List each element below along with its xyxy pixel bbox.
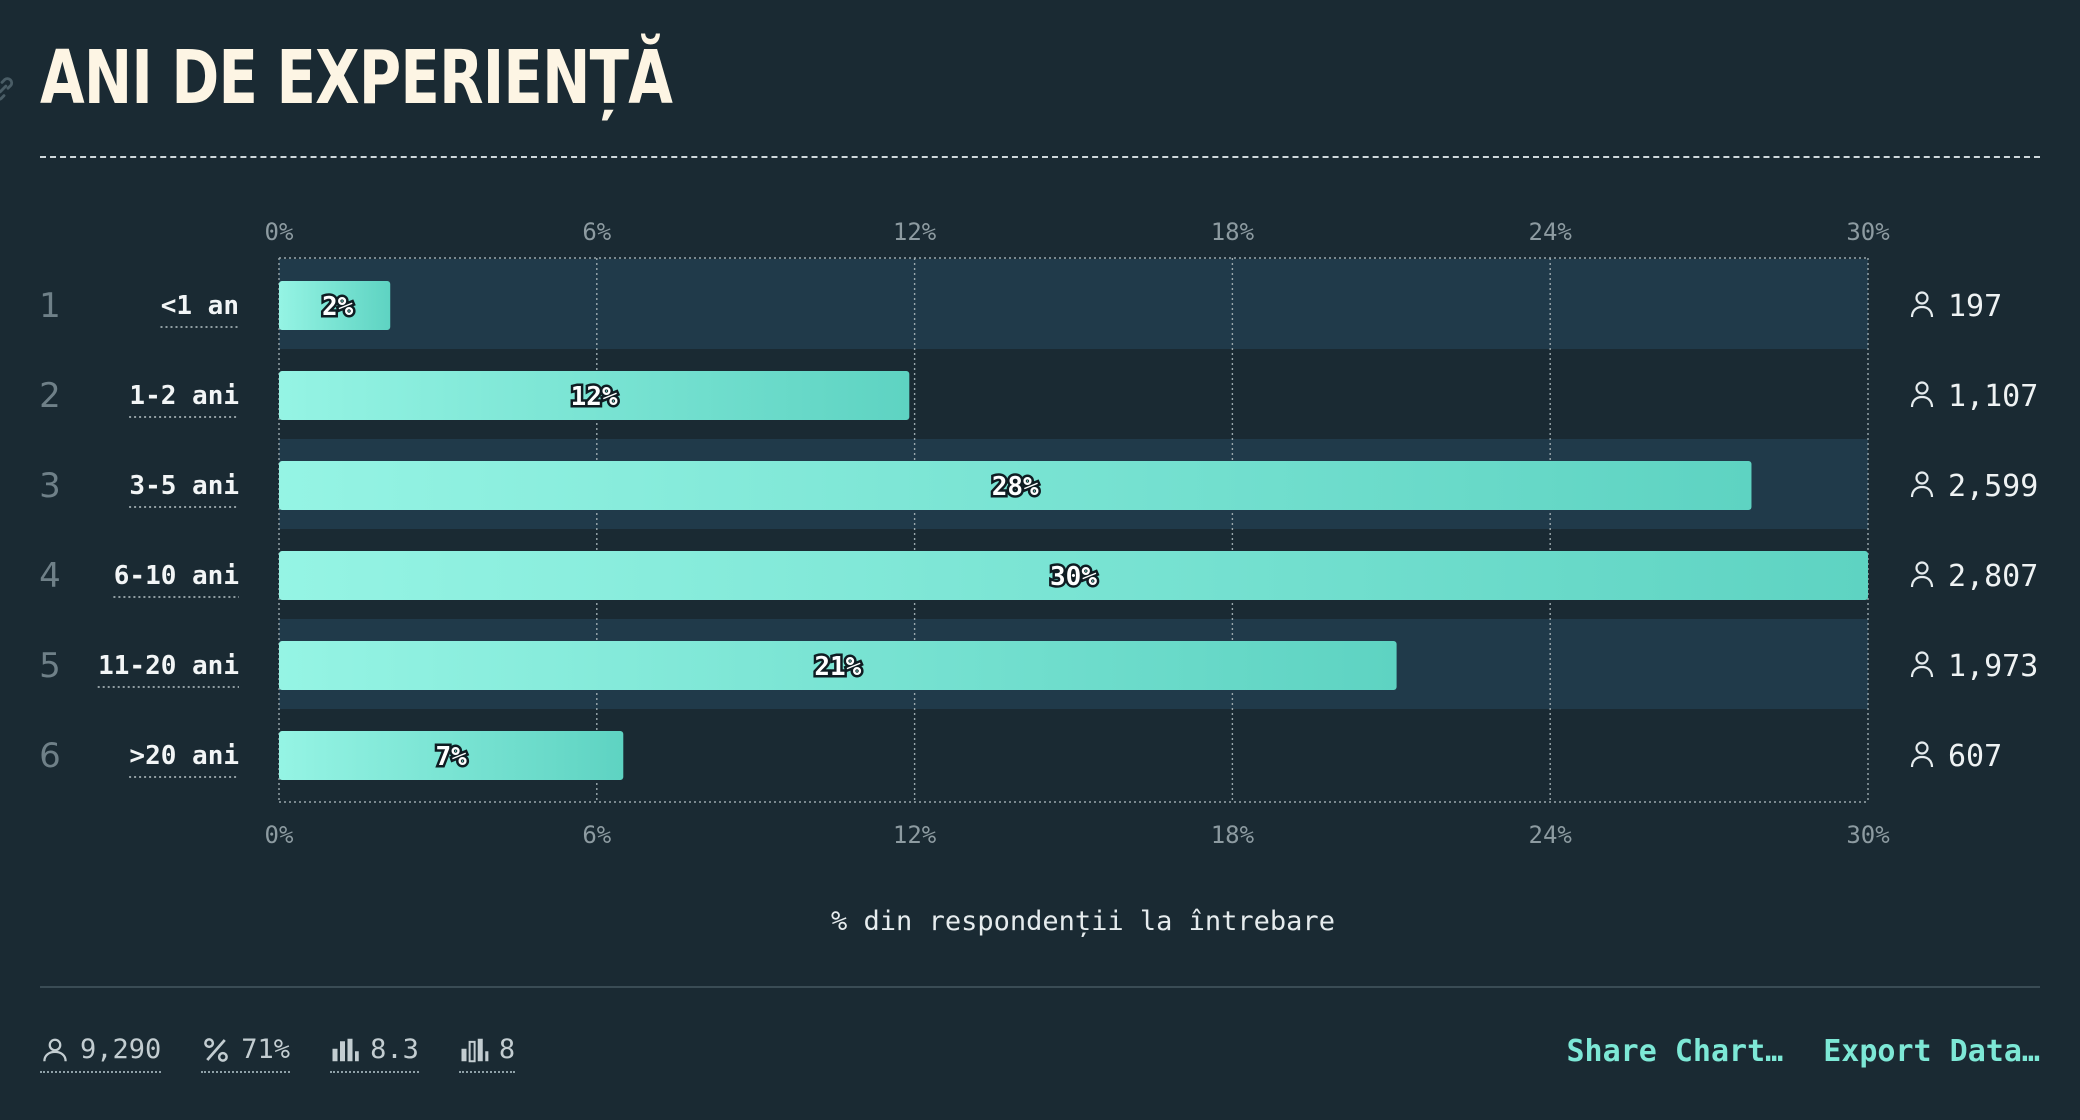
row-count: 2,599 [1948, 469, 2038, 504]
category-label: 1-2 ani [129, 381, 239, 411]
stat-average[interactable]: 8.3 [330, 1034, 419, 1073]
export-data-button[interactable]: Export Data… [1823, 1034, 2040, 1069]
bar-value-label: 28% [992, 472, 1039, 502]
row-rank: 3 [39, 466, 61, 506]
bar-chart: 0% 0% 6% 6% 12% 12% 18% 18% 24% 24% 30% 30% 1 <1 an 2%… [39, 218, 2038, 849]
x-tick-label-top: 30% [1846, 218, 1890, 246]
row-rank: 4 [39, 556, 61, 596]
bar-chart-outline-icon [461, 1038, 489, 1062]
footer-divider [40, 986, 2040, 988]
stats-bar: 9,290 71% 8.3 [40, 1034, 516, 1073]
stat-percent[interactable]: 71% [201, 1034, 291, 1073]
x-tick-label-top: 0% [265, 218, 294, 246]
bar-value-label: 12% [571, 382, 618, 412]
person-icon [1910, 471, 1934, 498]
bar-value-label: 30% [1050, 562, 1097, 592]
person-icon [1910, 741, 1934, 768]
person-icon [1910, 381, 1934, 408]
x-tick-label-bottom: 18% [1211, 821, 1255, 849]
category-label: 6-10 ani [114, 561, 239, 591]
row-rank: 5 [39, 646, 61, 686]
x-tick-label-bottom: 30% [1846, 821, 1890, 849]
row-count: 607 [1948, 739, 2002, 774]
x-tick-label-top: 6% [582, 218, 611, 246]
stat-respondents[interactable]: 9,290 [40, 1034, 162, 1073]
person-icon [43, 1038, 67, 1061]
row-count: 1,973 [1948, 649, 2038, 684]
row-band [279, 259, 1868, 349]
chart-actions: Share Chart… Export Data… [1567, 1034, 2041, 1069]
person-icon [1910, 291, 1934, 318]
chart-title: ANI DE EXPERIENȚĂ [40, 35, 673, 121]
link-icon[interactable] [0, 72, 20, 106]
person-icon [1910, 561, 1934, 588]
x-tick-label-bottom: 24% [1529, 821, 1573, 849]
bar-chart-icon [332, 1038, 359, 1061]
row-count: 1,107 [1948, 379, 2038, 414]
row-rank: 1 [39, 286, 61, 326]
row-count: 2,807 [1948, 559, 2038, 594]
category-label: 3-5 ani [129, 471, 239, 501]
bar-value-label: 2% [322, 292, 354, 322]
bar [279, 731, 624, 780]
percent-icon [204, 1037, 229, 1062]
x-tick-label-top: 24% [1529, 218, 1573, 246]
share-chart-button[interactable]: Share Chart… [1566, 1034, 1784, 1069]
x-tick-label-bottom: 12% [893, 821, 937, 849]
x-tick-label-top: 18% [1211, 218, 1255, 246]
stat-percent-value: 71% [241, 1034, 291, 1065]
x-tick-label-bottom: 6% [582, 821, 611, 849]
title-divider [40, 156, 2040, 158]
bar [279, 461, 1752, 510]
row-count: 197 [1948, 289, 2002, 324]
stat-average-value: 8.3 [370, 1034, 419, 1065]
row-rank: 2 [39, 376, 61, 416]
category-label: <1 an [161, 291, 239, 321]
stat-median[interactable]: 8 [458, 1034, 516, 1073]
category-label: 11-20 ani [98, 651, 239, 681]
row-rank: 6 [39, 736, 61, 776]
person-icon [1910, 651, 1934, 678]
x-axis-label: % din respondenții la întrebare [831, 906, 1335, 937]
bar [279, 551, 1868, 600]
stat-respondents-value: 9,290 [80, 1034, 162, 1065]
x-tick-label-top: 12% [893, 218, 937, 246]
stat-median-value: 8 [498, 1034, 516, 1065]
category-label: >20 ani [129, 741, 239, 771]
bar [279, 641, 1397, 690]
bar-value-label: 21% [814, 652, 861, 682]
bar [279, 371, 910, 420]
bar-value-label: 7% [435, 742, 467, 772]
x-tick-label-bottom: 0% [265, 821, 294, 849]
bar [279, 281, 391, 330]
